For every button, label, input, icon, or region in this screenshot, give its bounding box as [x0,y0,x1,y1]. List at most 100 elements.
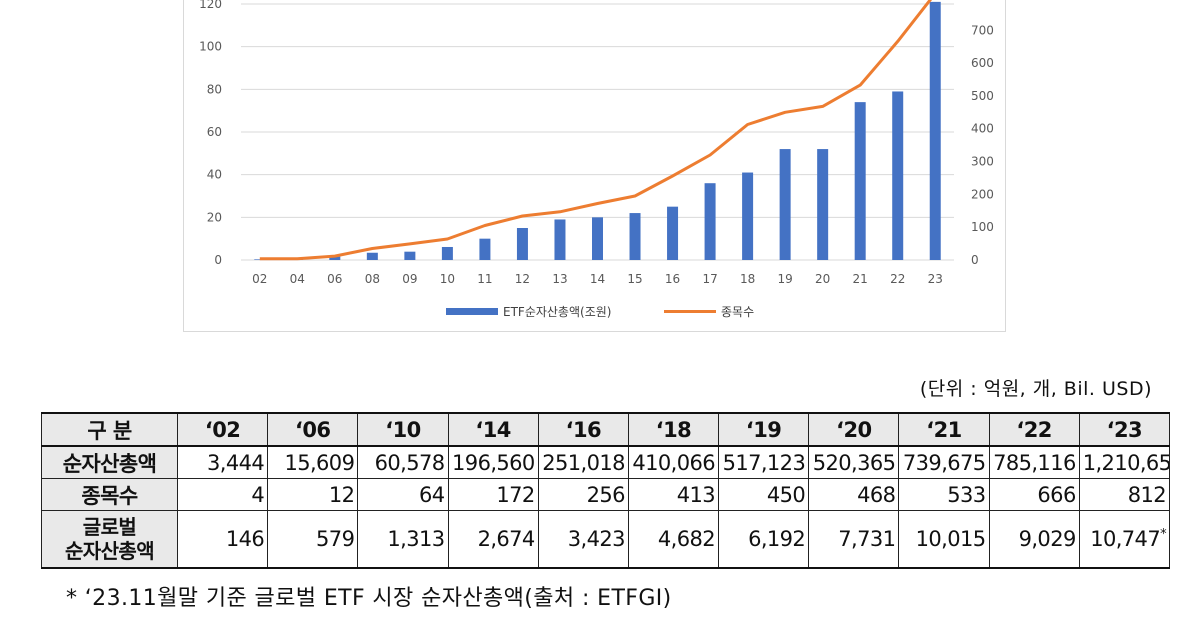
year-header: ‘22 [988,412,1080,447]
x-tick-label: 22 [890,272,905,286]
table-cell: 517,123 [718,445,810,479]
right-tick-label: 600 [971,56,994,70]
cell-value: 9,029 [1018,527,1077,551]
year-header: ‘23 [1078,412,1171,447]
left-tick-label: 20 [207,210,222,224]
cell-value: 2,674 [477,527,536,551]
x-tick-label: 17 [702,272,717,286]
table-cell: 15,609 [267,445,359,479]
x-tick-label: 21 [853,272,868,286]
year-header: ‘14 [447,412,539,447]
right-tick-label: 300 [971,155,994,169]
left-tick-label: 100 [199,40,222,54]
table-row: 순자산총액 3,444 15,609 60,578 196,560 251,018 410,… [41,445,1171,479]
row-label-line: 순자산총액 [65,539,155,563]
row-label: 순자산총액 [41,445,178,479]
table-cell: 468 [808,478,900,511]
cell-value: 468 [857,482,896,507]
etf-stats-table: 구 분 ‘02 ‘06 ‘10 ‘14 ‘16 ‘18 ‘19 ‘20 ‘21 ‘22 ‘23 순자… [41,412,1171,569]
bar [329,256,341,260]
x-tick-label: 15 [627,272,642,286]
year-header: ‘16 [537,412,629,447]
cell-value: 4 [251,482,265,507]
x-tick-label: 10 [440,272,455,286]
table-cell: 3,444 [176,445,269,479]
x-tick-label: 18 [740,272,755,286]
x-tick-label: 11 [477,272,492,286]
table-cell: 410,066 [627,445,720,479]
bar [892,91,904,260]
x-tick-label: 12 [515,272,530,286]
table-cell: 413 [627,478,720,511]
year-header: ‘21 [898,412,990,447]
bar [441,246,453,260]
table-cell: 7,731 [808,510,900,569]
table-cell: 812 [1078,478,1171,511]
cell-value: 413 [676,482,716,507]
cell-value: 410,066 [632,450,716,475]
cell-value: 812 [1127,482,1167,507]
cell-value: 196,560 [452,450,535,475]
left-tick-label: 0 [214,253,222,267]
table-row: 글로벌 순자산총액 146 579 1,313 2,674 3,423 4,682 6,192 7… [41,510,1171,569]
bar [667,206,679,260]
right-tick-label: 400 [971,122,994,136]
row-label-line: 순자산총액 [62,451,157,476]
right-tick-label: 500 [971,89,994,103]
cell-value: 785,116 [993,450,1076,475]
bar [366,252,378,260]
bar [704,183,716,260]
bar [554,219,566,260]
chart-panel: 0 20 40 60 80 100 120 0 100 200 300 400 500 600 700 02 0… [183,0,1006,332]
cell-value: 256 [586,482,626,507]
cell-value: 4,682 [657,527,716,551]
bar [779,149,791,260]
cell-value: 450 [766,482,806,507]
x-tick-label: 20 [815,272,830,286]
cell-value: 60,578 [374,450,445,475]
bar [817,149,829,260]
cell-value: 517,123 [722,450,806,475]
bar [404,251,416,260]
legend-label-bar: ETF순자산총액(조원) [503,305,611,319]
cell-value: 10,015 [915,527,986,551]
footnote-mark: * [1160,527,1166,542]
table-cell: 785,116 [988,445,1080,479]
year-header: ‘10 [357,412,449,447]
bar [742,172,754,260]
row-label-line: 종목수 [81,483,138,508]
year-header: ‘18 [627,412,720,447]
cell-value: 666 [1037,482,1076,507]
bar [592,217,603,260]
x-tick-label: 08 [365,272,380,286]
bar [929,1,941,260]
cell-value: 3,423 [567,527,626,551]
cell-value: 1,313 [387,527,445,551]
cell-value: 146 [225,527,265,551]
header-label: 구 분 [41,412,178,447]
x-tick-label: 02 [252,272,267,286]
table-cell: 1,210,657 [1078,445,1171,479]
cell-value: 533 [947,482,986,507]
right-tick-label: 100 [971,220,994,234]
table-header-row: 구 분 ‘02 ‘06 ‘10 ‘14 ‘16 ‘18 ‘19 ‘20 ‘21 ‘22 ‘23 [41,412,1171,447]
table-cell: 533 [898,478,990,511]
table-cell: 579 [267,510,359,569]
cell-value: 7,731 [838,527,896,551]
cell-value: 6,192 [748,527,806,551]
cell-value: 579 [316,527,355,551]
table-cell: 2,674 [447,510,539,569]
left-tick-label: 60 [207,125,222,139]
cell-value: 10,747 [1090,527,1161,551]
table-cell: 196,560 [447,445,539,479]
table-cell: 4,682 [627,510,720,569]
cell-value: 1,210,657 [1082,450,1169,475]
table-cell: 64 [357,478,449,511]
year-header: ‘06 [267,412,359,447]
table-cell: 12 [267,478,359,511]
x-tick-label: 23 [928,272,943,286]
x-tick-label: 04 [290,272,305,286]
x-tick-label: 09 [402,272,417,286]
unit-note: (단위 : 억원, 개, Bil. USD) [919,378,1152,400]
table-cell: 60,578 [357,445,449,479]
